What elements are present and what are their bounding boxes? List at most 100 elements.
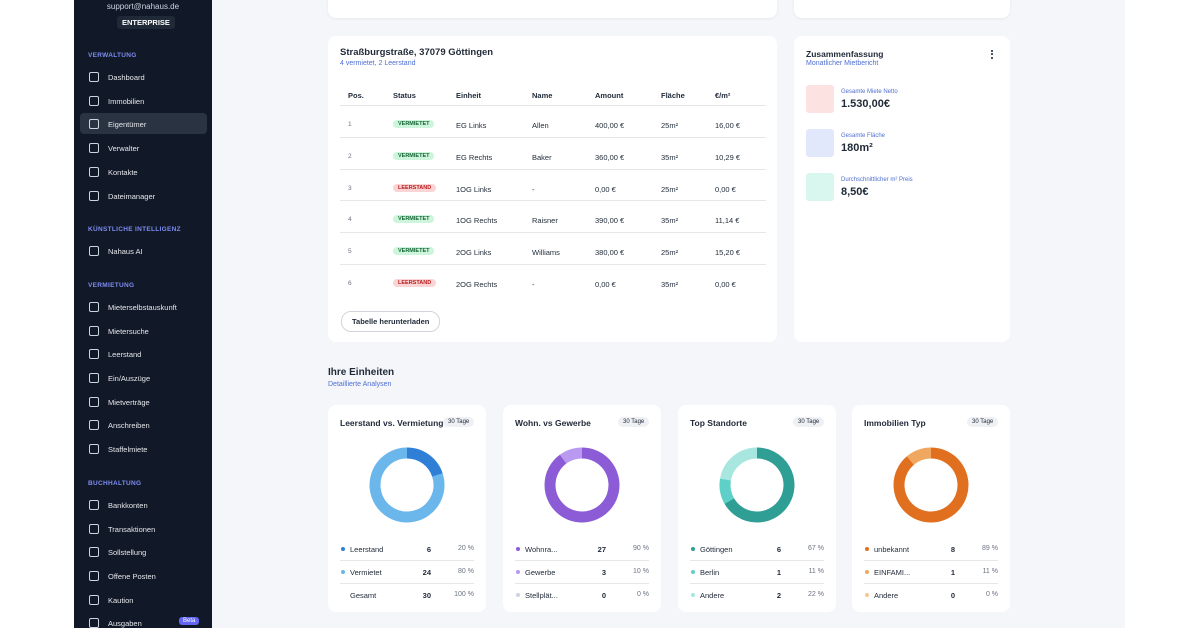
table-cell: 0,00 € xyxy=(715,184,736,194)
chart-title: Leerstand vs. Vermietung xyxy=(340,418,444,428)
legend-pct: 10 % xyxy=(633,568,649,575)
donut xyxy=(719,447,795,523)
menu-dots[interactable] xyxy=(991,50,995,59)
download-button[interactable]: Tabelle herunterladen xyxy=(341,311,441,332)
section-title: Ihre Einheiten xyxy=(328,367,395,378)
nav-icon xyxy=(89,499,99,510)
legend-pct: 0 % xyxy=(636,591,649,598)
status-badge: VERMIETET xyxy=(393,151,435,160)
legend-count: 2 xyxy=(776,591,781,600)
plan-badge: ENTERPRISE xyxy=(117,16,175,29)
donut-segment xyxy=(369,447,445,523)
section-title: KÜNSTLICHE INTELLIGENZ xyxy=(88,226,181,234)
row-divider xyxy=(690,560,824,561)
table-cell: 6 xyxy=(348,280,352,287)
chart-card: Top Standorte 30 Tage Göttingen 6 67 % Berlin… xyxy=(678,405,836,612)
table-cell: 1 xyxy=(348,121,352,128)
table-header: Fläche xyxy=(661,91,685,100)
nav-item[interactable]: Sollstellung xyxy=(108,548,147,558)
row-divider xyxy=(340,168,766,170)
nav-item[interactable]: Dashboard xyxy=(108,73,145,82)
donut-segment xyxy=(720,447,758,481)
summary-label: Durchschnittlicher m² Preis xyxy=(841,177,913,183)
email: support@nahaus.de xyxy=(106,2,180,11)
chart-card: Wohn. vs Gewerbe 30 Tage Wohnra... 27 90 % Ge… xyxy=(503,405,661,612)
legend-dot xyxy=(516,593,520,597)
period-badge: 30 Tage xyxy=(443,417,475,427)
summary-value: 180m² xyxy=(841,142,873,154)
nav-item[interactable]: Mietverträge xyxy=(108,397,150,407)
row-divider xyxy=(340,560,474,561)
nav-item[interactable]: Offene Posten xyxy=(108,571,156,581)
table-cell: 1OG Rechts xyxy=(456,216,498,226)
nav-item[interactable]: Eigentümer xyxy=(108,120,147,130)
nav-item[interactable]: Kontakte xyxy=(108,167,138,177)
nav-item[interactable]: Mietersuche xyxy=(108,326,149,336)
donut-segment xyxy=(544,447,620,523)
property-subtitle: 4 vermietet, 2 Leerstand xyxy=(340,60,416,67)
nav-item[interactable]: Mieterselbstauskunft xyxy=(108,302,177,312)
nav-icon xyxy=(89,570,99,581)
summary-icon xyxy=(806,173,834,201)
legend-count: 6 xyxy=(426,545,431,554)
nav-item[interactable]: Dateimanager xyxy=(108,191,156,201)
row-divider xyxy=(340,200,766,202)
table-cell: 390,00 € xyxy=(595,216,625,226)
donut-segment xyxy=(719,478,735,504)
nav-item[interactable]: Leerstand xyxy=(108,350,142,360)
legend-dot xyxy=(691,570,695,574)
nav-item[interactable]: Kaution xyxy=(108,595,134,605)
nav-item[interactable]: Staffelmiete xyxy=(108,445,148,455)
table-header: €/m² xyxy=(715,91,731,100)
status-badge: VERMIETET xyxy=(393,120,435,128)
table-header: Name xyxy=(532,91,553,100)
legend-pct: 11 % xyxy=(982,568,998,575)
nav-item[interactable]: Immobilien xyxy=(108,96,145,106)
status-badge: LEERSTAND xyxy=(393,279,437,287)
table-cell: 2 xyxy=(348,152,352,160)
nav-item[interactable]: Nahaus AI xyxy=(108,247,143,257)
chart-title: Immobilien Typ xyxy=(864,418,926,428)
legend-label: Göttingen xyxy=(700,545,733,554)
legend-label: unbekannt xyxy=(874,545,910,554)
legend-dot xyxy=(691,593,695,597)
legend-dot xyxy=(516,547,520,551)
nav-item[interactable]: Verwalter xyxy=(108,144,140,154)
donut xyxy=(369,447,445,523)
legend-label: Gesamt xyxy=(350,591,377,600)
property-card: Straßburgstraße, 37079 Göttingen 4 vermie… xyxy=(328,36,777,342)
table-cell: 11,14 € xyxy=(715,216,740,226)
nav-item[interactable]: Anschreiben xyxy=(108,421,150,431)
nav-icon xyxy=(89,618,99,628)
legend-count: 30 xyxy=(422,591,431,600)
table-cell: 0,00 € xyxy=(595,280,616,289)
table-header: Pos. xyxy=(348,91,364,100)
nav-item[interactable]: Ausgaben xyxy=(108,619,142,628)
table-cell: 0,00 € xyxy=(595,184,616,194)
chart-title: Top Standorte xyxy=(690,418,747,428)
nav-icon xyxy=(89,547,99,558)
chart-card: Leerstand vs. Vermietung 30 Tage Leerstand… xyxy=(328,405,486,612)
nav-icon xyxy=(89,594,99,605)
nav-item[interactable]: Transaktionen xyxy=(108,524,156,534)
summary-label: Gesamte Fläche xyxy=(841,133,886,139)
nav-icon xyxy=(89,72,99,82)
status-badge: VERMIETET xyxy=(393,247,435,256)
donut-segment xyxy=(906,447,932,465)
donut-segment xyxy=(893,447,969,523)
row-divider xyxy=(864,583,998,584)
active-item xyxy=(80,113,207,135)
table-header: Amount xyxy=(595,91,624,100)
nav-item[interactable]: Bankkonten xyxy=(108,500,148,510)
summary-label: Gesamte Miete Netto xyxy=(841,89,898,95)
donut-segment xyxy=(559,447,583,464)
table-cell: - xyxy=(532,184,535,194)
status-badge: VERMIETET xyxy=(393,215,435,224)
period-badge: 30 Tage xyxy=(793,417,825,427)
legend-count: 0 xyxy=(950,591,955,600)
nav-item[interactable]: Ein/Auszüge xyxy=(108,374,151,383)
beta-badge: Beta xyxy=(179,617,200,626)
legend-pct: 20 % xyxy=(458,545,474,552)
nav-icon xyxy=(89,396,99,407)
property-title: Straßburgstraße, 37079 Göttingen xyxy=(340,47,494,58)
